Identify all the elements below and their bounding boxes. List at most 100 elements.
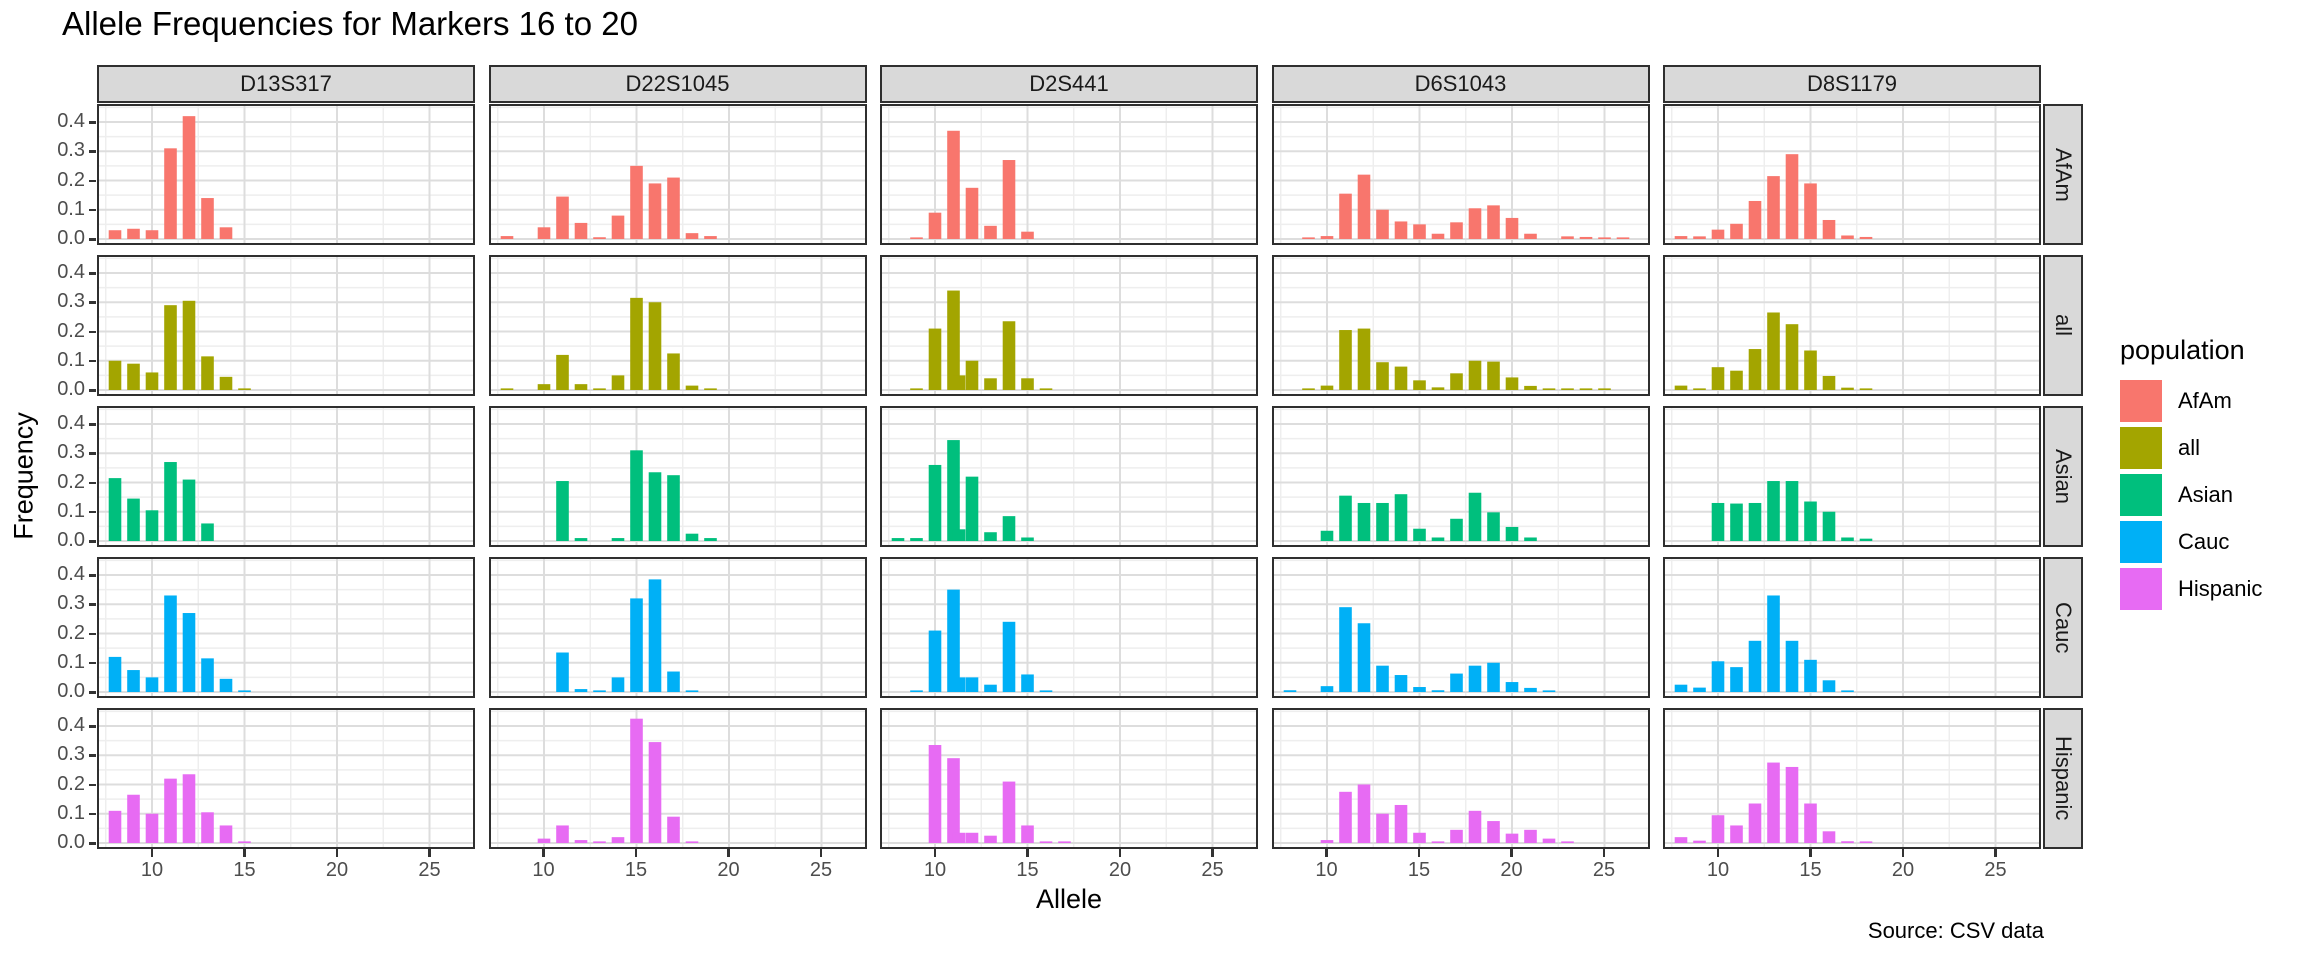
bar (555, 354, 569, 390)
bar (666, 816, 680, 843)
y-tick-label: 0.1 (57, 197, 85, 220)
bar (219, 227, 233, 239)
x-tick-label: 25 (1984, 859, 2007, 881)
y-tick-label: 0.4 (57, 110, 85, 132)
facet-panel (1271, 104, 1650, 245)
facet-column-strip: D13S317 (97, 65, 475, 103)
y-tick-mark (89, 481, 96, 484)
bar (108, 478, 122, 541)
legend-key-swatch (2120, 380, 2162, 422)
panel-canvas (99, 408, 473, 545)
x-tick-mark (1026, 849, 1029, 857)
y-tick-mark (89, 691, 96, 694)
bar (965, 360, 979, 390)
bar (928, 630, 942, 692)
bar (1394, 675, 1407, 692)
panel-canvas (882, 559, 1256, 696)
panel-canvas (99, 106, 473, 243)
bar (1693, 236, 1706, 239)
x-tick-label: 25 (1201, 859, 1224, 881)
x-tick-mark (1716, 849, 1720, 857)
bar (910, 538, 923, 541)
y-tick-mark (89, 452, 96, 455)
legend-entry: all (2120, 427, 2262, 469)
facet-row-strip: all (2043, 255, 2083, 396)
y-tick-label: 0.0 (57, 680, 85, 702)
bar (984, 684, 997, 692)
panel-canvas (882, 106, 1256, 243)
x-tick-label: 25 (418, 859, 441, 881)
bar (947, 589, 960, 692)
panel-canvas (1665, 257, 2039, 394)
legend-key-swatch (2120, 568, 2162, 610)
bar (1021, 231, 1034, 239)
bar (629, 165, 643, 239)
bar (1711, 229, 1725, 239)
bar (555, 825, 569, 843)
legend-entry: AfAm (2120, 380, 2262, 422)
panel-canvas (882, 710, 1256, 847)
bar (629, 450, 643, 541)
bar (108, 656, 122, 692)
bar (947, 130, 960, 239)
x-tick-mark (542, 849, 545, 857)
bar (1693, 840, 1706, 843)
bar (1431, 387, 1444, 390)
bar (1021, 674, 1034, 692)
facet-column-strip: D8S1179 (1663, 65, 2041, 103)
bar (928, 328, 942, 390)
y-tick-label: 0.0 (57, 831, 85, 853)
bar (1320, 530, 1333, 541)
bar (952, 832, 966, 843)
bar (219, 678, 233, 692)
bar (1748, 349, 1762, 390)
bar (1412, 832, 1426, 843)
bar (164, 148, 177, 239)
bar (1579, 236, 1592, 239)
bar (629, 718, 643, 843)
facet-panel (97, 557, 475, 698)
facet-column-strip: D2S441 (880, 65, 1258, 103)
y-tick-mark (89, 301, 96, 304)
bar (145, 510, 159, 541)
facet-column-strip: D6S1043 (1271, 65, 1650, 103)
bar (1597, 388, 1611, 390)
y-tick-mark (89, 725, 96, 728)
bar (1357, 502, 1370, 541)
facet-panel (488, 557, 867, 698)
facet-panel (1663, 557, 2041, 698)
bar (648, 472, 661, 541)
bar (952, 375, 966, 390)
x-tick-mark (819, 849, 823, 857)
y-tick-mark (89, 540, 96, 543)
bar (238, 841, 251, 843)
bar (1542, 838, 1555, 843)
bar (1804, 183, 1817, 239)
y-tick-label: 0.4 (57, 261, 85, 283)
chart-title: Allele Frequencies for Markers 16 to 20 (62, 5, 638, 42)
bar (1693, 388, 1706, 390)
bar (1338, 791, 1352, 843)
bar (1785, 154, 1799, 239)
source-caption: Source: CSV data (1867, 918, 2044, 943)
bar (1394, 366, 1407, 390)
y-tick-mark (89, 783, 96, 786)
panel-canvas (490, 106, 865, 243)
bar (1804, 350, 1817, 390)
bar (910, 237, 923, 239)
bar (1560, 236, 1574, 239)
bar (574, 538, 587, 541)
bar (127, 670, 140, 692)
x-tick-mark (243, 849, 246, 857)
facet-panel (97, 406, 475, 547)
legend-label: Asian (2178, 482, 2234, 507)
bar (1730, 370, 1743, 390)
bar (1394, 804, 1407, 843)
y-tick-mark (89, 574, 96, 577)
bar (1674, 236, 1688, 239)
legend-key-swatch (2120, 521, 2162, 563)
bar (108, 360, 122, 390)
bar (592, 841, 606, 843)
panel-canvas (99, 257, 473, 394)
